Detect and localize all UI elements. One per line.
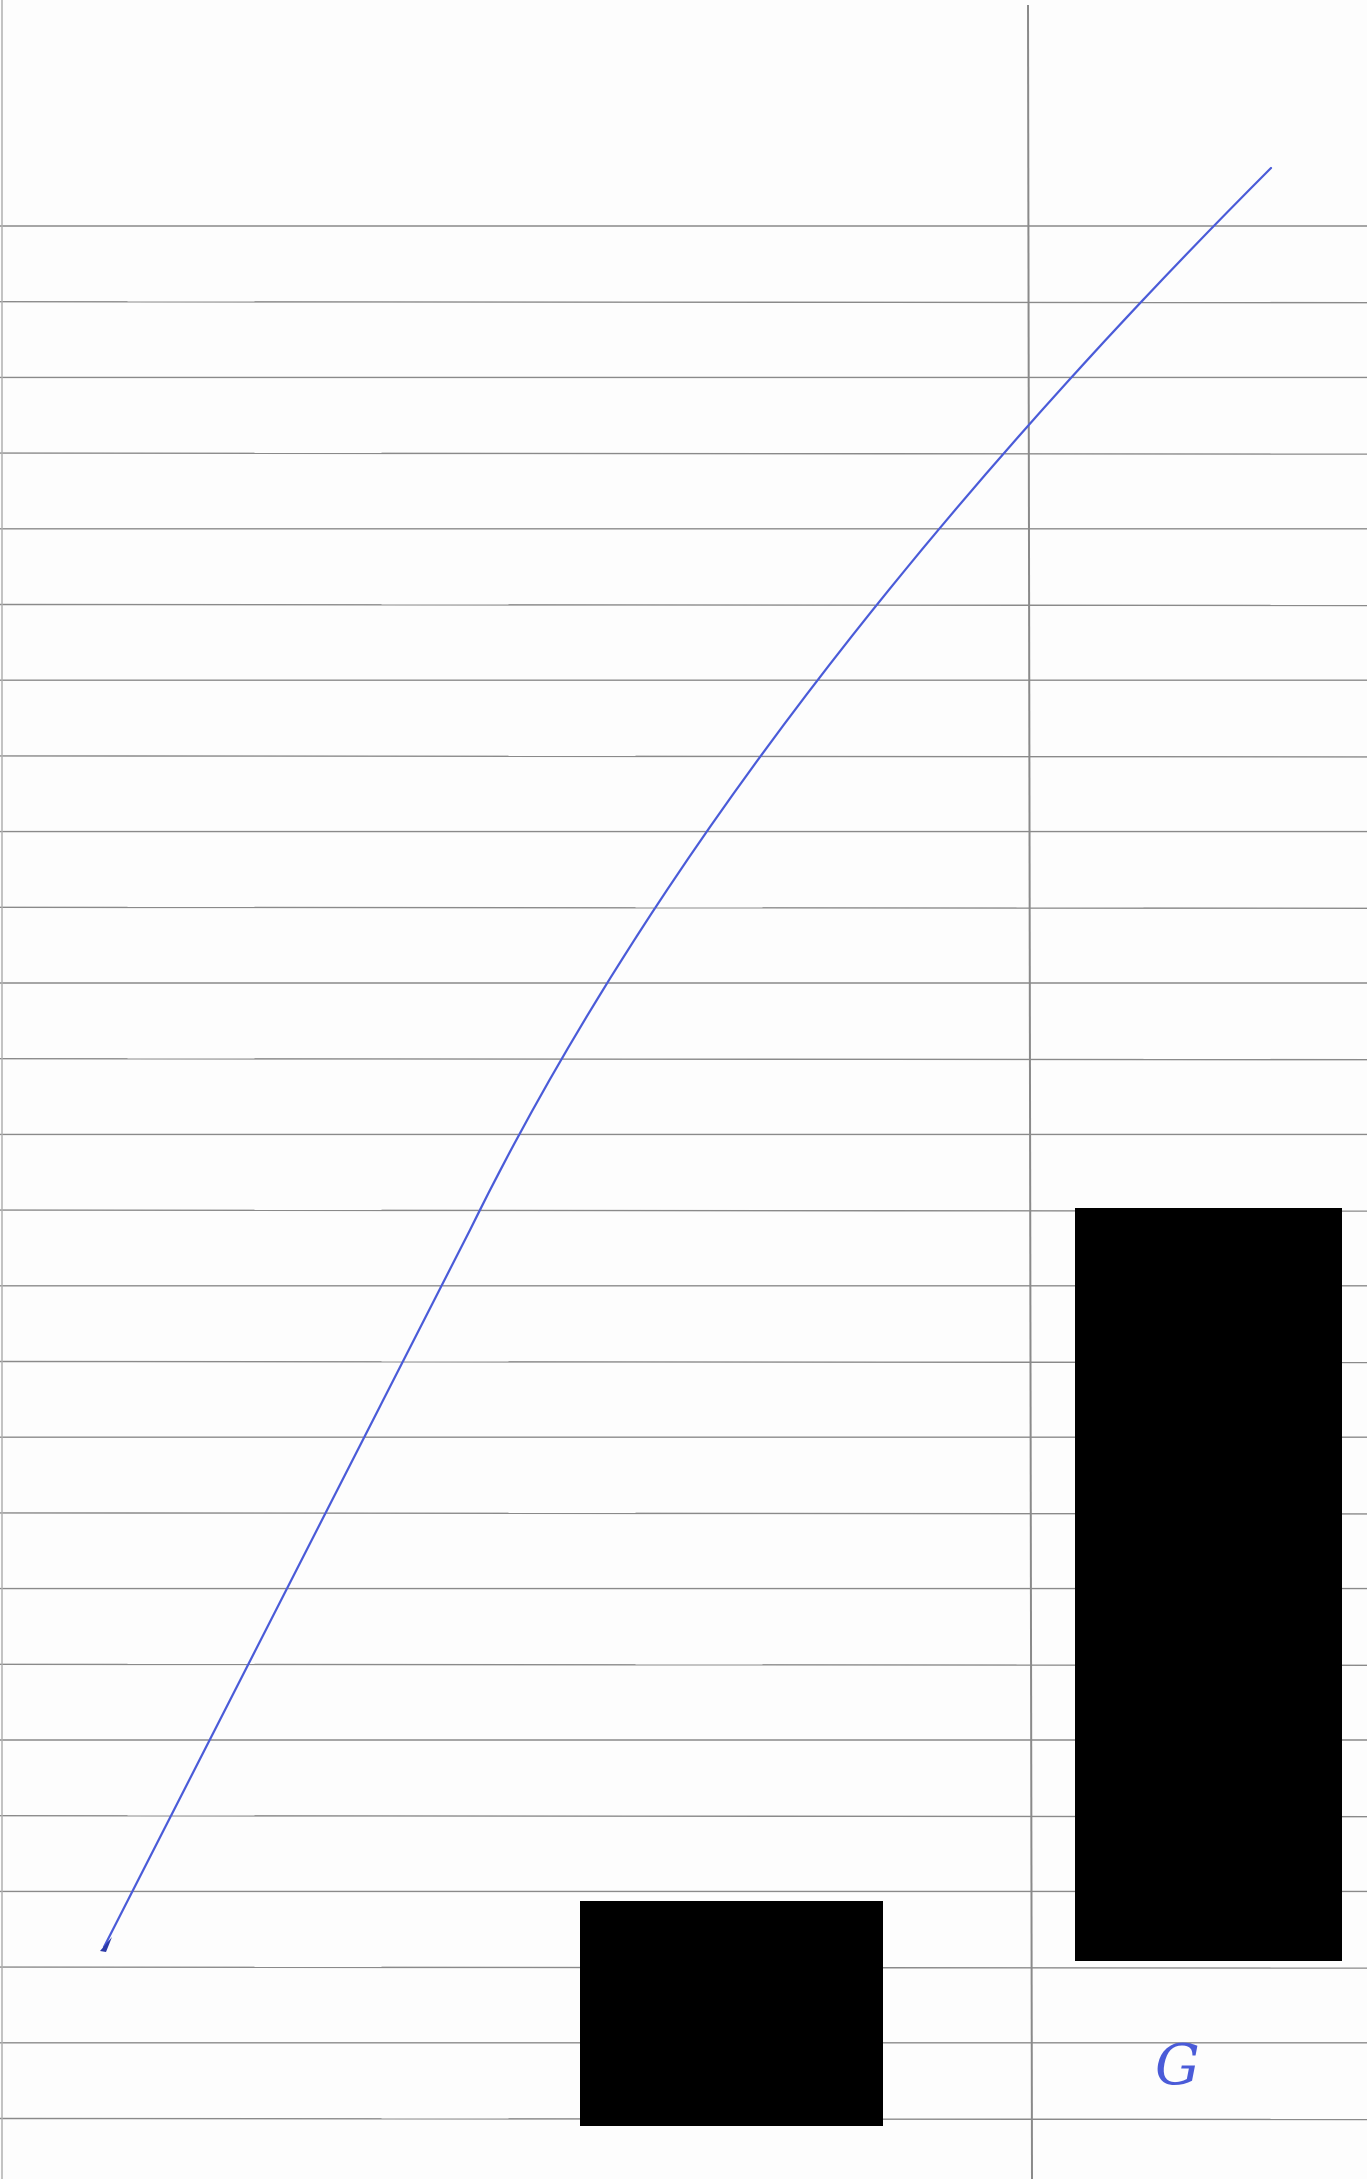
ruled-line xyxy=(0,452,1367,455)
redaction-block xyxy=(1075,1208,1342,1961)
ruled-line xyxy=(0,1057,1367,1061)
ruled-line xyxy=(0,603,1367,607)
pen-stroke xyxy=(102,166,1273,1949)
margin-rule xyxy=(1027,4,1033,2179)
redaction-block xyxy=(580,1901,883,2126)
ruled-line xyxy=(0,301,1367,304)
ruled-line xyxy=(0,755,1367,758)
handwritten-margin-note: G xyxy=(1155,2033,1200,2098)
pen-stroke-tip xyxy=(100,1937,112,1952)
ruled-line xyxy=(0,906,1367,909)
